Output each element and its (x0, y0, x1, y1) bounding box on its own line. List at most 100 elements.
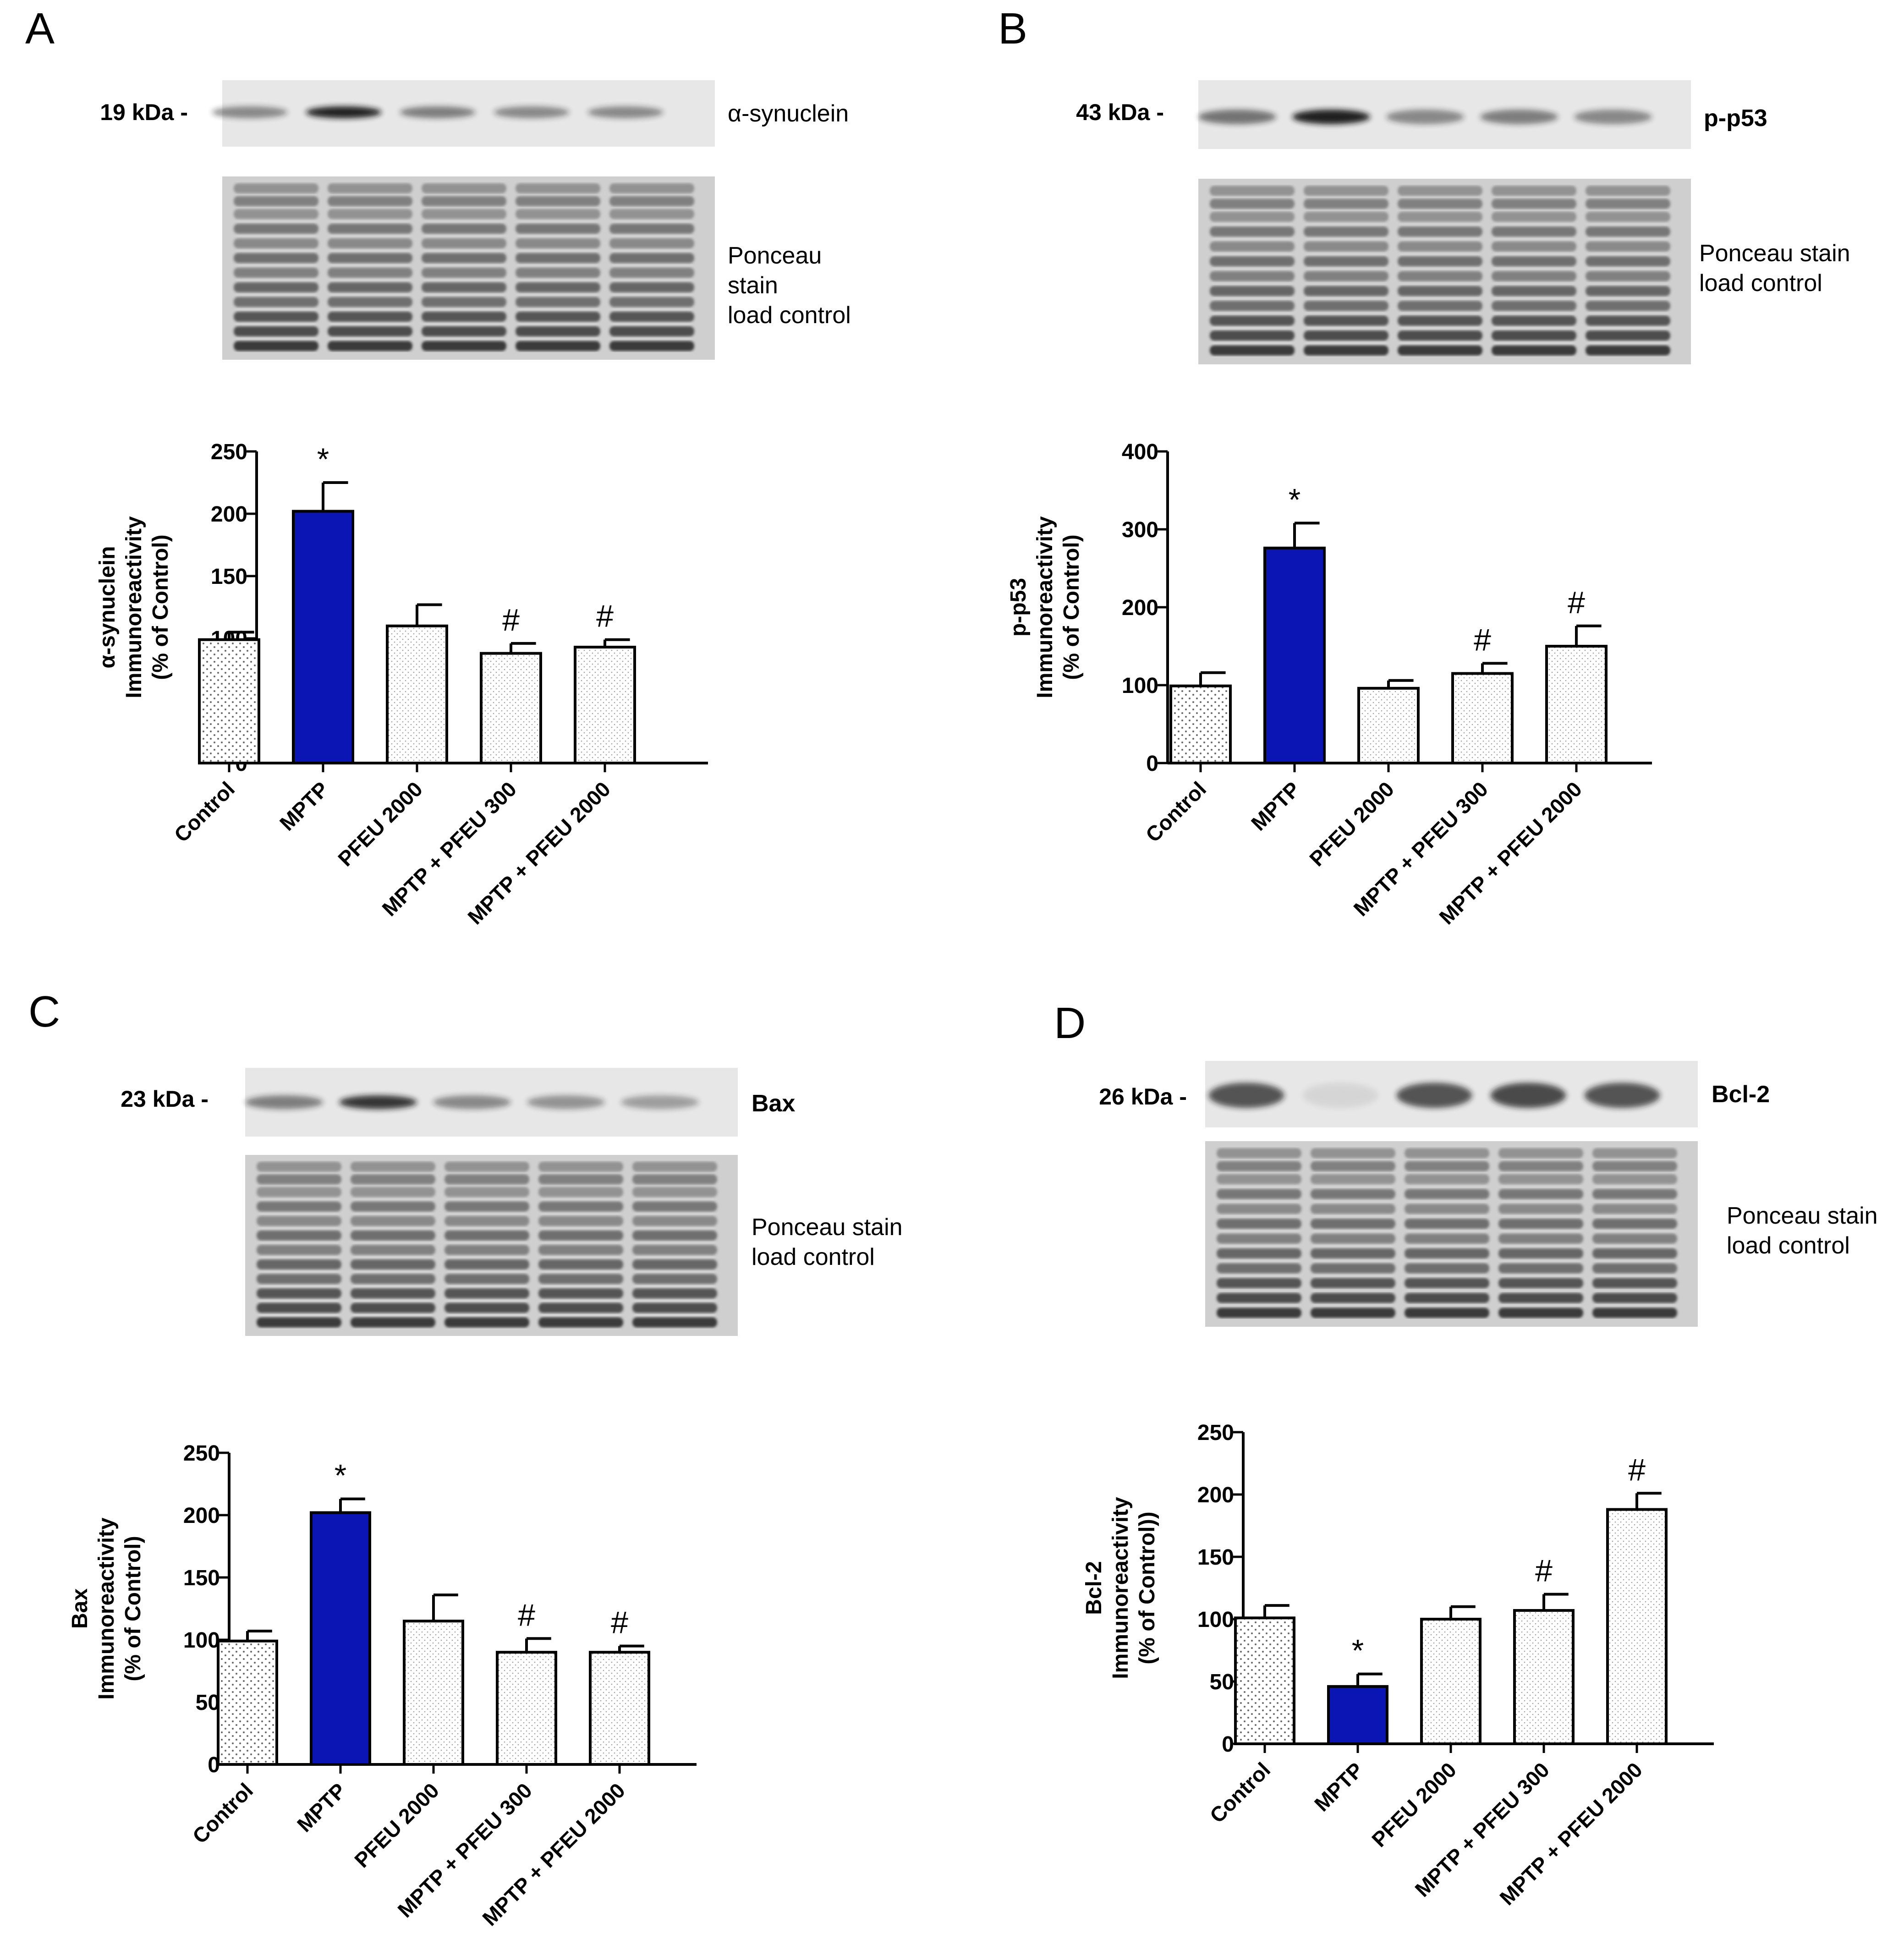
significance-marker: # (1568, 585, 1585, 620)
bar-mptp-pfeu-2000 (574, 646, 636, 765)
blot-band (1292, 110, 1370, 124)
y-tick-label: 150 (183, 1566, 220, 1590)
load-control-label: Ponceau stain load control (1727, 1203, 1878, 1259)
y-axis-label: Immunoreactivity (122, 516, 146, 698)
significance-marker: * (335, 1458, 346, 1493)
kda-marker: 26 kDa - (1099, 1084, 1187, 1110)
bar-mptp-pfeu-300 (496, 1651, 557, 1766)
kda-marker: 19 kDa - (100, 99, 188, 125)
blot-band (306, 106, 382, 118)
panel-letter: D (1054, 999, 1086, 1048)
y-tick-label: 200 (1197, 1483, 1234, 1507)
y-tick-label: 250 (1197, 1421, 1234, 1445)
blot-band (1198, 110, 1276, 124)
blot-band (1490, 1082, 1566, 1108)
y-tick-label: 150 (1197, 1545, 1234, 1570)
significance-marker: * (1289, 482, 1300, 517)
panel-d: D 26 kDa - Bcl-2 Ponceau stain load control 0… (1054, 999, 1878, 1910)
panel-a: A 19 kDa - α-synuclein Ponceau stain load con… (25, 4, 851, 929)
y-tick-label: 200 (211, 502, 247, 527)
load-control-label: Ponceau stain load control (1699, 240, 1850, 297)
significance-marker: # (1474, 622, 1491, 657)
bar-mptp-pfeu-2000 (1545, 645, 1608, 764)
blot-band (587, 106, 664, 118)
x-tick-label: PFEU 2000 (333, 777, 427, 871)
x-tick-label: MPTP (1310, 1758, 1368, 1816)
x-tick-label: PFEU 2000 (1305, 777, 1399, 871)
panel-letter: C (28, 987, 60, 1036)
bar-pfeu-2000 (403, 1620, 464, 1766)
y-axis-label: (% of Control) (1059, 534, 1084, 680)
bar-mptp-pfeu-2000 (589, 1651, 650, 1766)
protein-label: Bax (752, 1090, 795, 1117)
significance-marker: * (1352, 1633, 1364, 1668)
blot-band (494, 106, 570, 118)
load-control-label: Ponceau stain load control (752, 1214, 903, 1270)
bar-pfeu-2000 (1357, 687, 1420, 765)
western-blot (1198, 80, 1691, 149)
y-axis-label: α-synuclein (95, 546, 120, 669)
bar-mptp (1263, 546, 1326, 765)
x-tick-label: Control (1141, 777, 1211, 846)
y-axis-label: Immunoreactivity (1033, 516, 1057, 698)
protein-label: p-p53 (1704, 105, 1767, 132)
x-tick-label: MPTP (275, 777, 333, 835)
blot-band (339, 1095, 417, 1109)
blot-band (1386, 110, 1464, 124)
x-tick-label: Control (188, 1778, 258, 1848)
panel-b: B 43 kDa - p-p53 Ponceau stain load control 0… (998, 4, 1850, 929)
y-tick-label: 0 (1222, 1732, 1234, 1757)
y-axis-label: p-p53 (1006, 578, 1031, 637)
panel-letter: B (998, 4, 1027, 53)
bar-control (1169, 684, 1232, 764)
bar-mptp (310, 1511, 371, 1766)
blot-band (245, 1095, 323, 1109)
bar-pfeu-2000 (1420, 1618, 1481, 1745)
bar-mptp (1327, 1685, 1388, 1745)
bar-mptp-pfeu-300 (1513, 1609, 1575, 1745)
western-blot (1205, 1061, 1698, 1127)
y-axis-label: Immunoreactivity (94, 1517, 119, 1700)
blot-band (1302, 1082, 1378, 1108)
bar-pfeu-2000 (386, 624, 448, 765)
x-tick-label: Control (1205, 1758, 1275, 1827)
blot-band (1574, 110, 1652, 124)
significance-marker: # (518, 1598, 535, 1632)
x-tick-label: PFEU 2000 (350, 1778, 444, 1872)
blot-band (433, 1095, 511, 1109)
x-tick-label: MPTP (1246, 777, 1305, 835)
kda-marker: 23 kDa - (121, 1086, 209, 1112)
blot-band (1584, 1082, 1660, 1108)
bar-control (198, 638, 260, 764)
significance-marker: # (611, 1605, 628, 1640)
bar-control (217, 1639, 278, 1766)
western-blot (245, 1068, 738, 1137)
blot-band (527, 1095, 605, 1109)
bar-control (1234, 1616, 1295, 1746)
significance-marker: # (1535, 1554, 1553, 1588)
protein-label: Bcl-2 (1712, 1081, 1770, 1108)
y-tick-label: 100 (1122, 674, 1158, 698)
kda-marker: 43 kDa - (1076, 99, 1164, 125)
x-tick-label: MPTP (292, 1778, 351, 1836)
significance-marker: # (1628, 1452, 1646, 1487)
y-axis-label: (% of Control) (121, 1536, 145, 1681)
x-tick-label: PFEU 2000 (1367, 1758, 1461, 1852)
y-tick-label: 400 (1122, 440, 1158, 464)
protein-label: α-synuclein (728, 100, 849, 127)
significance-marker: * (317, 442, 329, 477)
load-control-label: Ponceau stain load control (728, 242, 851, 329)
y-tick-label: 300 (1122, 518, 1158, 542)
ponceau-stain (245, 1155, 738, 1336)
blot-band (621, 1095, 699, 1109)
y-axis-label: Immunoreactivity (1108, 1497, 1133, 1679)
y-axis-label: (% of Control)) (1135, 1511, 1159, 1664)
blot-band (400, 106, 476, 118)
western-blot (212, 80, 715, 147)
bar-mptp-pfeu-300 (1451, 672, 1514, 764)
blot-band (1480, 110, 1558, 124)
y-tick-label: 50 (196, 1691, 220, 1715)
